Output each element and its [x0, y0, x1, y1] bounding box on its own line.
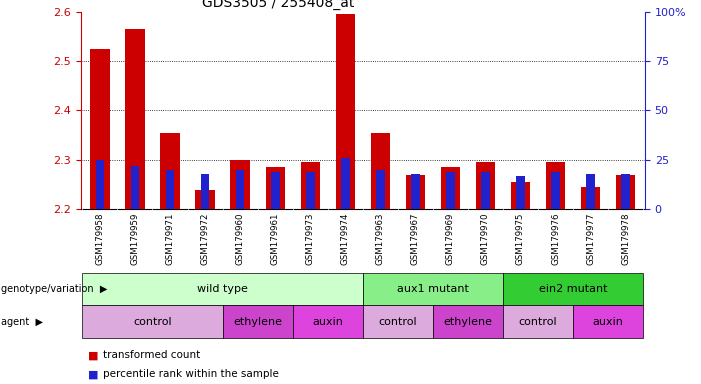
- Bar: [161, 132, 179, 209]
- Bar: [125, 29, 144, 209]
- Text: ethylene: ethylene: [233, 316, 282, 327]
- Text: genotype/variation  ▶: genotype/variation ▶: [1, 284, 107, 294]
- Bar: [293, 305, 363, 338]
- Bar: [336, 14, 355, 209]
- Text: ■: ■: [88, 369, 98, 379]
- Text: control: control: [379, 316, 417, 327]
- Bar: [90, 49, 109, 209]
- Text: GSM179976: GSM179976: [551, 212, 560, 265]
- Bar: [196, 189, 215, 209]
- Text: GSM179967: GSM179967: [411, 212, 420, 265]
- Text: GSM179978: GSM179978: [621, 212, 630, 265]
- Text: GSM179972: GSM179972: [200, 212, 210, 265]
- Text: GSM179960: GSM179960: [236, 212, 245, 265]
- Bar: [231, 160, 250, 209]
- Text: GSM179971: GSM179971: [165, 212, 175, 265]
- Bar: [511, 182, 530, 209]
- Text: GSM179961: GSM179961: [271, 212, 280, 265]
- Bar: [236, 170, 245, 209]
- Bar: [411, 174, 420, 209]
- Bar: [546, 162, 565, 209]
- Text: GSM179958: GSM179958: [95, 212, 104, 265]
- Bar: [306, 172, 315, 209]
- Bar: [446, 172, 455, 209]
- Text: wild type: wild type: [197, 284, 248, 294]
- Bar: [165, 170, 175, 209]
- Text: ein2 mutant: ein2 mutant: [539, 284, 607, 294]
- Bar: [200, 174, 210, 209]
- Bar: [581, 187, 600, 209]
- Text: ethylene: ethylene: [444, 316, 492, 327]
- Bar: [363, 305, 433, 338]
- Bar: [223, 305, 293, 338]
- Text: GSM179963: GSM179963: [376, 212, 385, 265]
- Text: GSM179974: GSM179974: [341, 212, 350, 265]
- Bar: [503, 305, 573, 338]
- Bar: [363, 273, 503, 305]
- Bar: [441, 167, 460, 209]
- Text: GSM179970: GSM179970: [481, 212, 490, 265]
- Bar: [476, 162, 495, 209]
- Text: GSM179977: GSM179977: [586, 212, 595, 265]
- Text: GSM179959: GSM179959: [130, 212, 139, 265]
- Bar: [481, 172, 490, 209]
- Bar: [621, 174, 630, 209]
- Text: transformed count: transformed count: [103, 350, 200, 360]
- Bar: [616, 175, 635, 209]
- Bar: [266, 167, 285, 209]
- Text: control: control: [519, 316, 557, 327]
- Bar: [406, 175, 425, 209]
- Bar: [551, 172, 560, 209]
- Bar: [586, 174, 595, 209]
- Text: auxin: auxin: [592, 316, 624, 327]
- Text: control: control: [133, 316, 172, 327]
- Text: percentile rank within the sample: percentile rank within the sample: [103, 369, 279, 379]
- Bar: [573, 305, 644, 338]
- Bar: [516, 175, 525, 209]
- Bar: [341, 158, 350, 209]
- Text: aux1 mutant: aux1 mutant: [397, 284, 469, 294]
- Bar: [371, 132, 390, 209]
- Bar: [433, 305, 503, 338]
- Text: GSM179973: GSM179973: [306, 212, 315, 265]
- Title: GDS3505 / 255408_at: GDS3505 / 255408_at: [202, 0, 354, 10]
- Bar: [271, 172, 280, 209]
- Text: GSM179969: GSM179969: [446, 212, 455, 265]
- Bar: [503, 273, 644, 305]
- Bar: [83, 273, 363, 305]
- Bar: [301, 162, 320, 209]
- Bar: [95, 160, 104, 209]
- Text: agent  ▶: agent ▶: [1, 316, 43, 327]
- Bar: [83, 305, 223, 338]
- Bar: [130, 166, 139, 209]
- Text: GSM179975: GSM179975: [516, 212, 525, 265]
- Bar: [376, 170, 385, 209]
- Text: auxin: auxin: [312, 316, 343, 327]
- Text: ■: ■: [88, 350, 98, 360]
